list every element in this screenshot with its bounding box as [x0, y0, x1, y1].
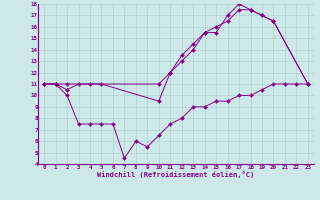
- X-axis label: Windchill (Refroidissement éolien,°C): Windchill (Refroidissement éolien,°C): [97, 171, 255, 178]
